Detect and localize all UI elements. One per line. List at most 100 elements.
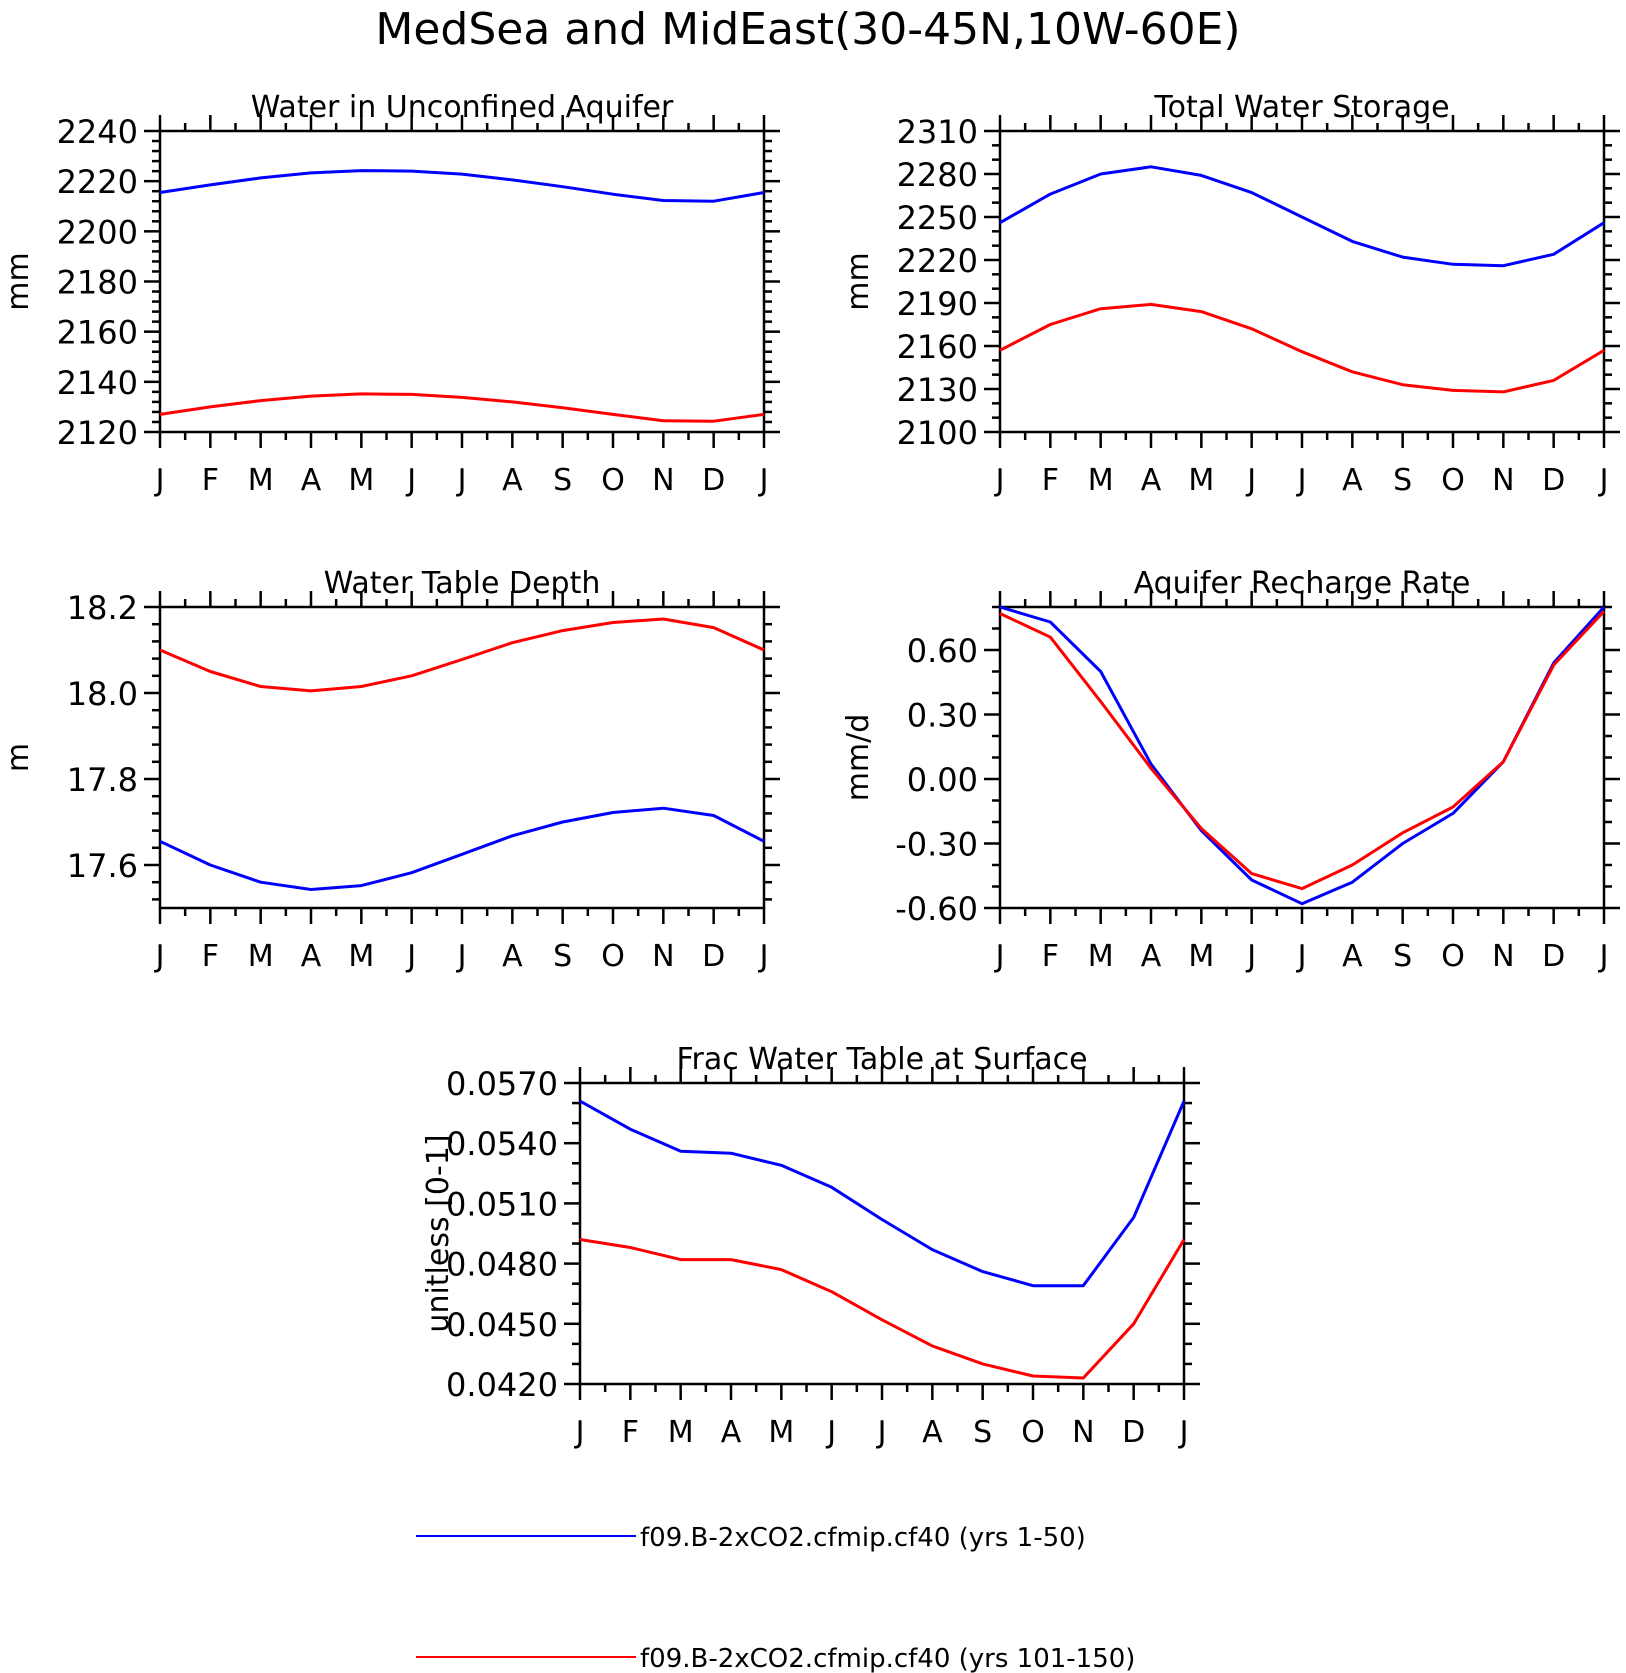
x-tick-label: S <box>1393 463 1412 498</box>
x-tick-label: J <box>758 463 769 498</box>
chart-panel-2: Total Water Storagemm2100213021602190222… <box>841 90 1620 498</box>
plot-frame <box>158 605 766 910</box>
x-tick-label: F <box>622 1415 639 1450</box>
y-tick-label: 0.30 <box>907 697 978 735</box>
plot-frame <box>158 129 766 434</box>
x-tick-label: A <box>1141 939 1162 974</box>
y-axis-label: m <box>1 743 36 772</box>
y-tick-label: 2220 <box>897 242 978 280</box>
x-tick-label: N <box>652 463 674 498</box>
series-line-2 <box>999 610 1606 891</box>
x-tick-label: M <box>248 463 274 498</box>
y-tick-label: 2160 <box>897 328 978 366</box>
y-tick-label: 0.0540 <box>446 1125 558 1163</box>
x-tick-label: N <box>652 939 674 974</box>
series-line-2 <box>159 617 765 693</box>
y-tick-label: 0.0570 <box>446 1065 558 1103</box>
series-line-1 <box>579 1099 1186 1288</box>
x-tick-label: N <box>1492 463 1514 498</box>
x-tick-label: O <box>1441 939 1465 974</box>
legend-label-series-2: f09.B-2xCO2.cfmip.cf40 (yrs 101-150) <box>640 1644 1135 1673</box>
y-tick-label: 0.0420 <box>446 1366 558 1404</box>
x-tick-label: J <box>405 939 416 974</box>
y-tick-label: 2100 <box>897 414 978 452</box>
y-axis-label: mm/d <box>841 714 876 802</box>
x-tick-label: J <box>1296 463 1307 498</box>
y-tick-label: 2130 <box>897 371 978 409</box>
y-tick-label: 2140 <box>57 364 138 402</box>
x-tick-label: F <box>1042 939 1059 974</box>
x-tick-label: J <box>574 1415 585 1450</box>
x-tick-label: M <box>1188 463 1214 498</box>
y-tick-label: 2200 <box>57 213 138 251</box>
x-tick-label: N <box>1072 1415 1094 1450</box>
y-axis-label: mm <box>1 252 36 310</box>
x-tick-label: J <box>1178 1415 1189 1450</box>
y-tick-label: 2280 <box>897 156 978 194</box>
x-tick-label: A <box>502 939 523 974</box>
x-tick-label: F <box>1042 463 1059 498</box>
x-tick-label: A <box>1141 463 1162 498</box>
y-tick-label: -0.60 <box>895 890 978 928</box>
series-line-1 <box>999 605 1606 906</box>
legend-label-series-1: f09.B-2xCO2.cfmip.cf40 (yrs 1-50) <box>640 1523 1086 1553</box>
x-tick-label: D <box>702 939 725 974</box>
y-tick-label: 2250 <box>897 199 978 237</box>
x-tick-label: O <box>1441 463 1465 498</box>
y-tick-label: 17.6 <box>67 847 138 885</box>
y-tick-label: 0.0510 <box>446 1185 558 1223</box>
x-tick-label: M <box>348 939 374 974</box>
x-tick-label: S <box>553 939 572 974</box>
y-tick-label: 18.2 <box>67 589 138 627</box>
y-tick-label: 0.0450 <box>446 1306 558 1344</box>
y-tick-label: 17.8 <box>67 761 138 799</box>
x-tick-label: J <box>456 939 467 974</box>
x-tick-label: M <box>768 1415 794 1450</box>
x-tick-label: J <box>876 1415 887 1450</box>
x-tick-label: D <box>1542 463 1565 498</box>
series-line-1 <box>999 165 1605 268</box>
series-line-1 <box>159 806 765 891</box>
y-tick-label: 18.0 <box>67 675 138 713</box>
x-tick-label: A <box>922 1415 943 1450</box>
y-tick-label: 0.0480 <box>446 1246 558 1284</box>
x-tick-label: J <box>154 463 165 498</box>
x-tick-label: N <box>1492 939 1514 974</box>
series-line-2 <box>159 392 765 423</box>
x-tick-label: S <box>553 463 572 498</box>
x-tick-label: D <box>1542 939 1565 974</box>
x-tick-label: J <box>1598 939 1609 974</box>
plot-frame <box>998 129 1606 434</box>
x-tick-label: J <box>1598 463 1609 498</box>
x-tick-label: A <box>1342 939 1363 974</box>
x-tick-label: O <box>601 939 625 974</box>
x-tick-label: J <box>994 939 1005 974</box>
x-tick-label: S <box>973 1415 992 1450</box>
x-tick-label: J <box>405 463 416 498</box>
y-tick-label: 2310 <box>897 113 978 151</box>
series-line-2 <box>579 1238 1186 1380</box>
x-tick-label: J <box>456 463 467 498</box>
y-tick-label: 2160 <box>57 314 138 352</box>
y-tick-label: 2180 <box>57 264 138 302</box>
plot-frame <box>578 1081 1186 1386</box>
x-tick-label: M <box>1088 463 1114 498</box>
plot-frame <box>998 605 1606 910</box>
y-tick-label: 0.60 <box>907 632 978 670</box>
x-tick-label: O <box>1021 1415 1045 1450</box>
y-tick-label: -0.30 <box>895 826 978 864</box>
x-tick-label: F <box>202 463 219 498</box>
x-tick-label: A <box>721 1415 742 1450</box>
x-tick-label: J <box>1296 939 1307 974</box>
legend: f09.B-2xCO2.cfmip.cf40 (yrs 1-50) f09.B-… <box>416 1523 1135 1673</box>
x-tick-label: D <box>702 463 725 498</box>
series-line-1 <box>159 169 765 203</box>
y-tick-label: 0.00 <box>907 761 978 799</box>
x-tick-label: M <box>1188 939 1214 974</box>
x-tick-label: M <box>1088 939 1114 974</box>
series-line-2 <box>999 302 1605 394</box>
x-tick-label: A <box>502 463 523 498</box>
